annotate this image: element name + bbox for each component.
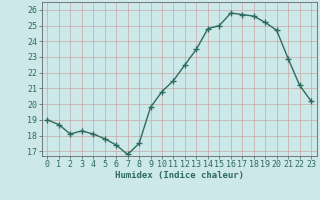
X-axis label: Humidex (Indice chaleur): Humidex (Indice chaleur) bbox=[115, 171, 244, 180]
